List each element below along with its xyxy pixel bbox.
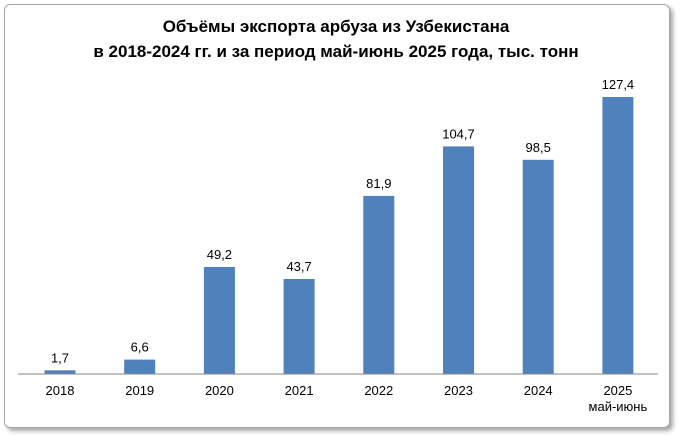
bar-2025 [602,97,634,374]
x-tick-sublabel-2025: май-июнь [589,399,648,414]
chart-frame [4,4,670,428]
x-tick-label-2020: 2020 [205,383,234,398]
chart-title: Объёмы экспорта арбуза из Узбекистана в … [0,14,672,64]
x-tick-label-2021: 2021 [285,383,314,398]
bar-2018 [44,370,76,374]
bar-2024 [522,159,554,374]
value-label-2025: 127,4 [602,77,635,92]
bar-2023 [443,146,474,374]
value-label-2018: 1,7 [51,350,69,365]
x-tick-label-2018: 2018 [46,383,75,398]
x-tick-label-2024: 2024 [524,383,553,398]
x-tick-label-2025: 2025 [603,383,632,398]
value-label-2022: 81,9 [366,176,391,191]
x-tick-label-2022: 2022 [364,383,393,398]
value-label-2019: 6,6 [131,340,149,355]
x-tick-label-2023: 2023 [444,383,473,398]
chart-title-line-1: Объёмы экспорта арбуза из Узбекистана [162,17,510,36]
value-label-2020: 49,2 [207,247,232,262]
value-label-2024: 98,5 [526,140,551,155]
x-tick-label-2019: 2019 [125,383,154,398]
chart-title-line-2: в 2018-2024 гг. и за период май-июнь 202… [93,42,579,61]
bar-2022 [363,195,395,374]
bar-2020 [203,267,235,374]
bar-2021 [283,279,315,374]
value-label-2021: 43,7 [286,259,311,274]
bar-2019 [124,359,156,374]
value-label-2023: 104,7 [442,126,475,141]
